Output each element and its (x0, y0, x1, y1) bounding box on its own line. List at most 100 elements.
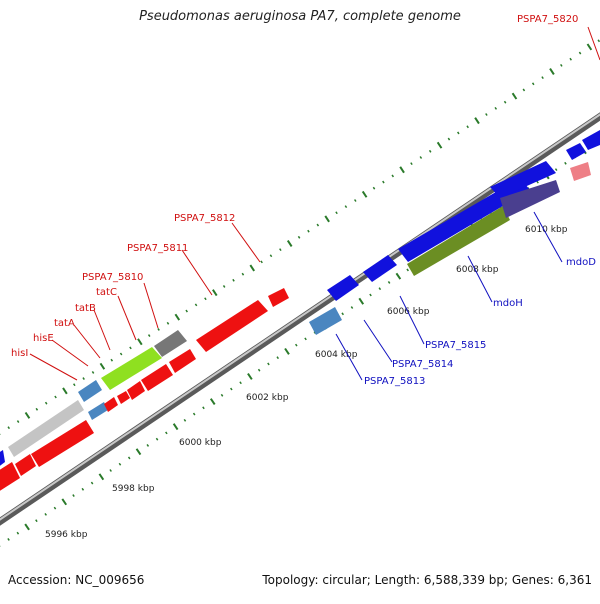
tick-mark (203, 407, 204, 409)
tick-mark (458, 132, 459, 134)
tick-mark (248, 374, 252, 380)
gene-label-hisE: hisE (33, 333, 54, 344)
tick-mark (221, 394, 222, 396)
tick-mark (82, 488, 83, 490)
gene-blue-6[interactable] (582, 130, 600, 150)
gene-5812[interactable] (268, 288, 289, 307)
tick-mark (45, 513, 46, 515)
gene-red-f[interactable] (127, 381, 145, 400)
tick-mark (430, 150, 431, 152)
tick-mark (8, 427, 9, 429)
tick-mark (588, 44, 592, 50)
tick-mark (25, 524, 29, 530)
tick-mark (138, 339, 142, 345)
tick-mark (100, 363, 104, 369)
tick-mark (130, 347, 131, 349)
tick-mark (448, 138, 449, 140)
gene-hisI[interactable] (78, 380, 102, 402)
tick-mark (167, 322, 168, 324)
tick-mark (156, 438, 157, 440)
tick-mark (467, 126, 468, 128)
tick-mark (149, 335, 150, 337)
gene-label-PSPA7_5815: PSPA7_5815 (425, 340, 486, 351)
gene-red-e[interactable] (117, 391, 130, 404)
kbp-label: 6000 kbp (179, 438, 222, 448)
gene-label-hisI: hisI (11, 348, 28, 359)
tick-mark (550, 69, 554, 75)
tick-mark (351, 307, 352, 309)
tick-mark (495, 107, 496, 109)
tick-mark (533, 83, 534, 85)
tick-mark (475, 118, 479, 124)
gene-label-PSPA7_5811: PSPA7_5811 (127, 243, 188, 254)
tick-mark (186, 310, 187, 312)
gene-label-tatA: tatA (54, 318, 75, 329)
gene-red-g[interactable] (141, 364, 173, 391)
tick-mark (513, 93, 517, 99)
tick-mark (486, 113, 487, 115)
genome-backbone (0, 101, 600, 535)
tick-mark (277, 357, 278, 359)
tick-mark (392, 175, 393, 177)
tick-mark (184, 419, 185, 421)
tick-mark (355, 199, 356, 201)
tick-mark (383, 181, 384, 183)
tick-mark (400, 167, 404, 173)
gene-pink[interactable] (570, 162, 591, 181)
gene-tatC-dark[interactable] (154, 330, 187, 357)
gene-red-h[interactable] (169, 349, 196, 373)
tick-mark (359, 298, 363, 304)
tick-mark (579, 52, 580, 54)
tick-mark (298, 236, 299, 238)
tick-mark (420, 156, 421, 158)
tick-mark (55, 396, 56, 398)
tick-mark (73, 495, 74, 497)
gene-label-mdoD: mdoD (566, 257, 596, 268)
tick-mark (223, 285, 224, 287)
tick-mark (99, 474, 103, 480)
tick-mark (342, 313, 343, 315)
tick-mark (111, 359, 112, 361)
gene-red-b[interactable] (15, 454, 36, 476)
accession-text: Accession: NC_009656 (8, 573, 144, 587)
tick-mark (213, 290, 217, 296)
tick-mark (8, 538, 9, 540)
tick-mark (17, 532, 18, 534)
tick-mark (345, 206, 346, 208)
tick-mark (258, 369, 259, 371)
tick-mark (26, 413, 30, 419)
tick-mark (242, 273, 243, 275)
tick-mark (438, 142, 442, 148)
tick-mark (231, 388, 232, 390)
inner-strand-genes (0, 162, 591, 492)
tick-mark (325, 216, 329, 222)
tick-mark (388, 281, 389, 283)
tick-mark (137, 449, 141, 455)
tick-mark (396, 273, 400, 279)
tick-mark (555, 169, 556, 171)
tick-mark (110, 470, 111, 472)
tick-mark (523, 89, 524, 91)
tick-mark (407, 269, 408, 271)
tick-mark (233, 279, 234, 281)
tick-mark (317, 224, 318, 226)
tick-mark (195, 304, 196, 306)
tick-mark (83, 378, 84, 380)
tick-mark (370, 294, 371, 296)
gene-label-PSPA7_5813: PSPA7_5813 (364, 376, 425, 387)
gene-block-gray-left[interactable] (0, 450, 5, 468)
gene-label-PSPA7_5810: PSPA7_5810 (82, 272, 143, 283)
tick-mark (373, 187, 374, 189)
tick-mark (158, 328, 159, 330)
gene-blue-5[interactable] (566, 143, 586, 160)
kbp-label: 6004 kbp (315, 350, 358, 360)
tick-mark (288, 241, 292, 247)
tick-mark (411, 163, 412, 165)
tick-mark (308, 230, 309, 232)
tick-mark (147, 444, 148, 446)
topology-text: Topology: circular; Length: 6,588,339 bp… (262, 573, 592, 587)
tick-mark (285, 349, 289, 355)
tick-mark (92, 371, 93, 373)
tick-mark (63, 388, 67, 394)
